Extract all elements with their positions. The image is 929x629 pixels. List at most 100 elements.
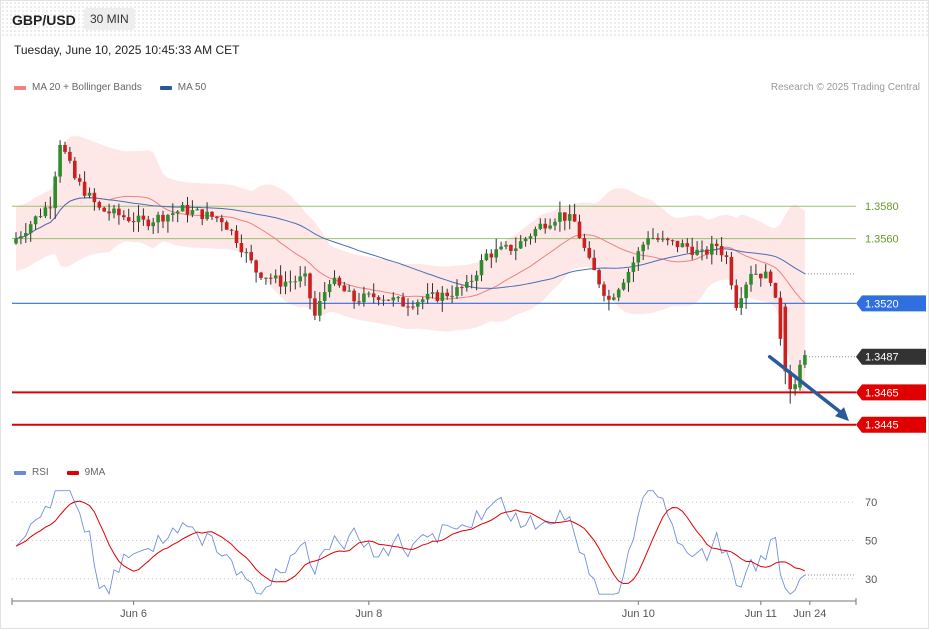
- credit-label: Research © 2025 Trading Central: [770, 82, 920, 93]
- candle-body: [131, 221, 136, 223]
- datetime-label: Tuesday, June 10, 2025 10:45:33 AM CET: [14, 43, 240, 57]
- candle-body: [548, 225, 552, 229]
- candle-body: [87, 192, 92, 196]
- candle-body: [332, 277, 337, 285]
- candle-body: [180, 204, 185, 212]
- candle-body: [288, 281, 293, 283]
- candle-body: [759, 273, 763, 279]
- candle-body: [68, 151, 72, 161]
- symbol-title: GBP/USD: [12, 12, 76, 28]
- legend-swatch-rsi: [14, 470, 26, 475]
- candle-body: [381, 299, 386, 301]
- candle-body: [714, 243, 719, 247]
- candle-body: [607, 295, 611, 300]
- candle-body: [19, 236, 23, 239]
- candle-body: [391, 297, 396, 301]
- candle-body: [763, 271, 768, 279]
- candle-body: [803, 355, 807, 365]
- candle-body: [224, 222, 229, 230]
- candle-body: [283, 281, 288, 287]
- candle-body: [122, 215, 126, 218]
- candle-body: [416, 302, 420, 307]
- candle-body: [465, 281, 469, 288]
- time-axis-label: Jun 6: [120, 608, 147, 620]
- legend-swatch-ma20: [14, 85, 26, 90]
- candle-body: [558, 212, 562, 222]
- candle-body: [455, 287, 459, 296]
- candle-body: [308, 273, 312, 299]
- candle-body: [597, 270, 601, 285]
- candle-body: [205, 211, 209, 220]
- candle-body: [700, 249, 704, 251]
- candle-body: [675, 240, 680, 248]
- candle-body: [293, 281, 298, 283]
- candle-body: [249, 252, 253, 261]
- candle-body: [425, 293, 430, 300]
- candle-body: [680, 243, 685, 248]
- candle-body: [337, 277, 342, 286]
- candle-body: [327, 284, 332, 293]
- legend-label-ma20: MA 20 + Bollinger Bands: [32, 82, 142, 93]
- candle-body: [210, 211, 214, 217]
- candle-body: [754, 273, 758, 275]
- candle-body: [322, 292, 327, 302]
- candle-body: [151, 222, 155, 227]
- candle-body: [195, 209, 200, 211]
- candle-body: [445, 292, 449, 297]
- candle-body: [705, 249, 709, 255]
- candle-body: [479, 260, 484, 276]
- candle-body: [450, 295, 454, 297]
- candle-body: [563, 212, 567, 221]
- candle-body: [460, 287, 464, 289]
- candle-body: [489, 253, 494, 258]
- candle-body: [646, 238, 650, 245]
- candle-body: [543, 223, 547, 229]
- candle-body: [494, 249, 498, 258]
- candle-body: [504, 244, 508, 247]
- candle-body: [484, 253, 489, 261]
- candle-body: [215, 216, 219, 219]
- candle-body: [641, 244, 645, 252]
- candle-body: [567, 214, 572, 221]
- current-price-label: 1.3487: [865, 352, 899, 364]
- candle-body: [528, 236, 533, 239]
- candle-body: [778, 297, 783, 339]
- candle-body: [73, 160, 77, 179]
- candle-body: [38, 216, 43, 218]
- legend-label-9ma: 9MA: [84, 467, 106, 478]
- candle-body: [724, 255, 729, 257]
- current-price-tag: [856, 348, 926, 365]
- candle-body: [690, 246, 694, 255]
- rsi-line: [15, 490, 806, 596]
- candle-body: [190, 210, 195, 215]
- candle-body: [440, 292, 445, 301]
- candle-body: [661, 238, 665, 240]
- candle-body: [303, 273, 307, 277]
- candle-body: [533, 229, 538, 237]
- interval-badge[interactable]: 30 MIN: [84, 8, 135, 30]
- candle-body: [82, 181, 87, 196]
- candle-body: [616, 289, 621, 298]
- candle-body: [117, 208, 121, 216]
- candle-body: [244, 252, 249, 254]
- candle-body: [298, 276, 302, 282]
- candle-body: [313, 298, 317, 316]
- candle-body: [749, 273, 753, 285]
- candle-body: [788, 371, 792, 390]
- candle-body: [102, 207, 106, 212]
- candle-body: [112, 208, 116, 214]
- ma20-line: [15, 195, 806, 304]
- candle-body: [582, 238, 587, 248]
- candle-body: [239, 243, 244, 253]
- level-tag: [856, 416, 926, 433]
- candle-body: [269, 277, 273, 279]
- candle-body: [185, 204, 190, 215]
- candle-body: [48, 207, 53, 209]
- candle-body: [499, 246, 503, 250]
- candle-body: [24, 233, 28, 237]
- candle-body: [234, 230, 239, 244]
- candle-body: [347, 290, 351, 292]
- candle-body: [63, 144, 67, 152]
